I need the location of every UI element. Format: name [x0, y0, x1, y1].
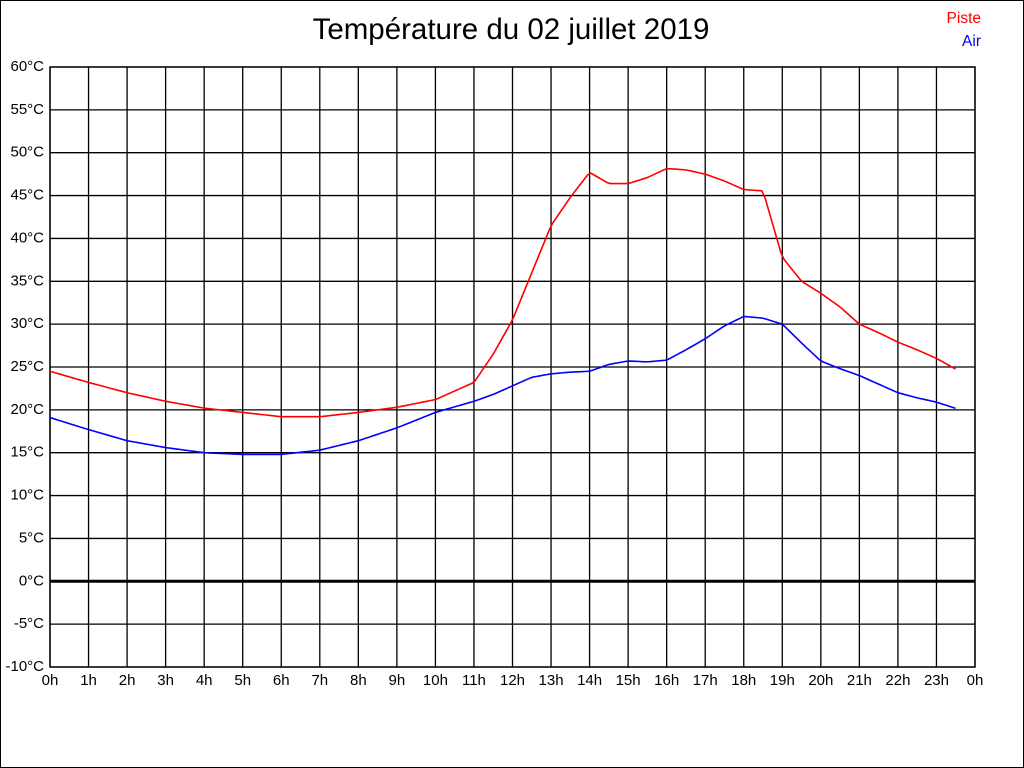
svg-text:22h: 22h — [885, 672, 910, 689]
svg-text:15h: 15h — [616, 672, 641, 689]
svg-text:2h: 2h — [119, 672, 136, 689]
svg-text:10h: 10h — [423, 672, 448, 689]
svg-text:18h: 18h — [731, 672, 756, 689]
svg-text:50°C: 50°C — [10, 144, 44, 161]
svg-text:16h: 16h — [654, 672, 679, 689]
svg-text:4h: 4h — [196, 672, 213, 689]
svg-text:25°C: 25°C — [10, 358, 44, 375]
svg-text:15°C: 15°C — [10, 444, 44, 461]
svg-text:23h: 23h — [924, 672, 949, 689]
svg-text:10°C: 10°C — [10, 487, 44, 504]
svg-text:0h: 0h — [42, 672, 59, 689]
svg-text:0°C: 0°C — [19, 572, 44, 589]
svg-text:21h: 21h — [847, 672, 872, 689]
svg-text:7h: 7h — [311, 672, 328, 689]
svg-text:-5°C: -5°C — [14, 615, 44, 632]
svg-text:13h: 13h — [539, 672, 564, 689]
svg-text:0h: 0h — [967, 672, 984, 689]
svg-text:35°C: 35°C — [10, 272, 44, 289]
svg-text:30°C: 30°C — [10, 315, 44, 332]
svg-text:60°C: 60°C — [10, 58, 44, 75]
svg-text:9h: 9h — [389, 672, 406, 689]
svg-text:14h: 14h — [577, 672, 602, 689]
svg-text:8h: 8h — [350, 672, 367, 689]
svg-text:40°C: 40°C — [10, 229, 44, 246]
svg-text:6h: 6h — [273, 672, 290, 689]
svg-text:1h: 1h — [80, 672, 97, 689]
svg-text:19h: 19h — [770, 672, 795, 689]
svg-text:5°C: 5°C — [19, 529, 44, 546]
svg-text:20°C: 20°C — [10, 401, 44, 418]
svg-text:5h: 5h — [234, 672, 251, 689]
svg-text:-10°C: -10°C — [5, 658, 44, 675]
svg-text:11h: 11h — [462, 672, 486, 689]
svg-text:17h: 17h — [693, 672, 718, 689]
svg-text:20h: 20h — [808, 672, 833, 689]
svg-text:55°C: 55°C — [10, 101, 44, 118]
svg-text:12h: 12h — [500, 672, 525, 689]
svg-text:45°C: 45°C — [10, 187, 44, 204]
svg-text:3h: 3h — [157, 672, 174, 689]
